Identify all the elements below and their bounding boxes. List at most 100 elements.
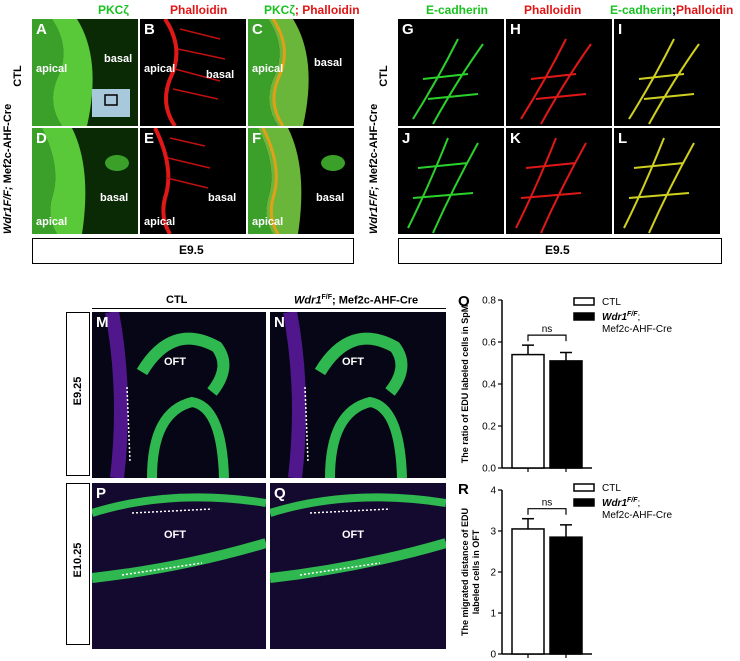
row-label-mutant-2: Wdr1F/F; Mef2c-AHF-Cre (368, 103, 380, 234)
panel-letter: R (458, 481, 469, 498)
apical-label: apical (252, 216, 284, 228)
bar (549, 360, 583, 469)
row-label-e925: E9.25 (72, 376, 84, 406)
panel-p: P OFT (92, 483, 266, 649)
chart-r: R 0 1 2 3 4 The migrated distance of EDUlabele… (458, 481, 672, 661)
basal-label: basal (100, 192, 129, 204)
basal-label: basal (208, 192, 237, 204)
header-ecadherin: E-cadherin (426, 3, 489, 17)
significance-label: ns (542, 498, 553, 509)
header-pkcz: PKCζ (98, 3, 129, 17)
panel-k: K (506, 128, 612, 234)
y-tick-label: 1 (490, 609, 496, 620)
basal-label: basal (104, 53, 133, 65)
panel-letter: I (618, 21, 623, 38)
panel-letter: O (458, 293, 470, 310)
bar (549, 536, 583, 655)
panel-letter: H (510, 21, 521, 38)
row-box-e1025: E10.25 (66, 483, 90, 645)
basal-label: basal (314, 57, 343, 69)
y-tick-label: 0.2 (482, 422, 496, 433)
panel-c: C apical basal (248, 19, 354, 126)
header-merge-2: E-cadherin;Phalloidin (610, 3, 734, 17)
y-tick-label: 2 (490, 568, 496, 579)
significance-label: ns (542, 324, 553, 335)
stage-box-2: E9.5 (398, 238, 722, 264)
stage-label-2: E9.5 (545, 243, 570, 257)
oft-label: OFT (164, 529, 186, 541)
stage-label: E9.5 (179, 243, 204, 257)
apical-label: apical (36, 216, 68, 228)
panel-i: I (614, 19, 720, 126)
panel-letter: M (96, 314, 109, 331)
chart-o: O 0.0 0.2 0.4 0.6 0.8 The ratio of EDU labeled… (458, 293, 672, 475)
panel-j: J (398, 128, 504, 234)
legend-swatch-ctl (573, 297, 595, 306)
y-tick-label: 0.8 (482, 296, 496, 307)
y-tick-label: 4 (490, 486, 496, 497)
header-phalloidin-2: Phalloidin (524, 3, 582, 17)
row-box-e925: E9.25 (66, 312, 90, 476)
apical-label: apical (36, 63, 68, 75)
oft-label: OFT (342, 529, 364, 541)
panel-f: F basal apical (248, 128, 354, 234)
panel-d: D basal apical (32, 128, 138, 234)
y-tick-label: 0.0 (482, 464, 496, 475)
panel-letter: B (144, 21, 155, 38)
panel-a: A apical basal (32, 19, 138, 126)
oft-label: OFT (164, 356, 186, 368)
col-header-ctl: CTL (166, 294, 188, 306)
panel-letter: F (252, 130, 262, 147)
row-label-ctl-2: CTL (378, 65, 390, 87)
y-tick-label: 0.4 (482, 380, 496, 391)
oft-label: OFT (342, 356, 364, 368)
stage-box: E9.5 (32, 238, 354, 264)
legend-swatch-ctl (573, 483, 595, 492)
y-tick-label: 3 (490, 527, 496, 538)
panel-m: M OFT (92, 312, 266, 478)
header-phalloidin: Phalloidin (170, 3, 228, 17)
panel-letter: A (36, 21, 47, 38)
panel-letter: N (274, 314, 285, 331)
significance-bracket (527, 508, 567, 515)
panel-n: N OFT (270, 312, 446, 478)
legend-label-ctl: CTL (602, 483, 621, 494)
bar (511, 528, 545, 655)
panel-letter: D (36, 130, 47, 147)
panel-l: L (614, 128, 720, 234)
bar (511, 353, 545, 469)
header-rule (92, 308, 446, 309)
row-label-e1025: E10.25 (72, 542, 84, 578)
panel-letter: G (402, 21, 414, 38)
panel-letter: L (618, 130, 628, 147)
panel-letter: E (144, 130, 155, 147)
legend-label-mutant: Wdr1F/F; (602, 311, 640, 323)
legend-swatch-mutant (573, 498, 595, 507)
panel-g: G (398, 19, 504, 126)
panel-letter: K (510, 130, 521, 147)
significance-bracket (527, 334, 567, 342)
y-tick-label: 0.6 (482, 338, 496, 349)
panel-h: H (506, 19, 612, 126)
legend-label-mutant-line2: Mef2c-AHF-Cre (602, 510, 672, 521)
y-axis-label: The migrated distance of EDUlabeled cell… (460, 508, 481, 636)
basal-label: basal (316, 192, 345, 204)
panel-q: Q OFT (270, 483, 446, 649)
panel-e: E basal apical (140, 128, 246, 234)
legend-label-mutant-line2: Mef2c-AHF-Cre (602, 324, 672, 335)
panel-letter: J (402, 130, 411, 147)
apical-label: apical (144, 63, 176, 75)
apical-label: apical (144, 216, 176, 228)
panel-b: B apical basal (140, 19, 246, 126)
panel-letter: Q (274, 485, 286, 502)
panel-letter: P (96, 485, 107, 502)
legend-swatch-mutant (573, 312, 595, 321)
panel-letter: C (252, 21, 263, 38)
y-tick-label: 0 (490, 650, 496, 661)
col-header-mutant: Wdr1F/F; Mef2c-AHF-Cre (294, 294, 419, 307)
y-axis-label: The ratio of EDU labeled cells in SpM (460, 305, 470, 464)
legend-label-ctl: CTL (602, 297, 621, 308)
basal-label: basal (206, 69, 235, 81)
row-label-mutant: Wdr1F/F; Mef2c-AHF-Cre (2, 103, 14, 234)
legend-label-mutant: Wdr1F/F; (602, 497, 640, 509)
